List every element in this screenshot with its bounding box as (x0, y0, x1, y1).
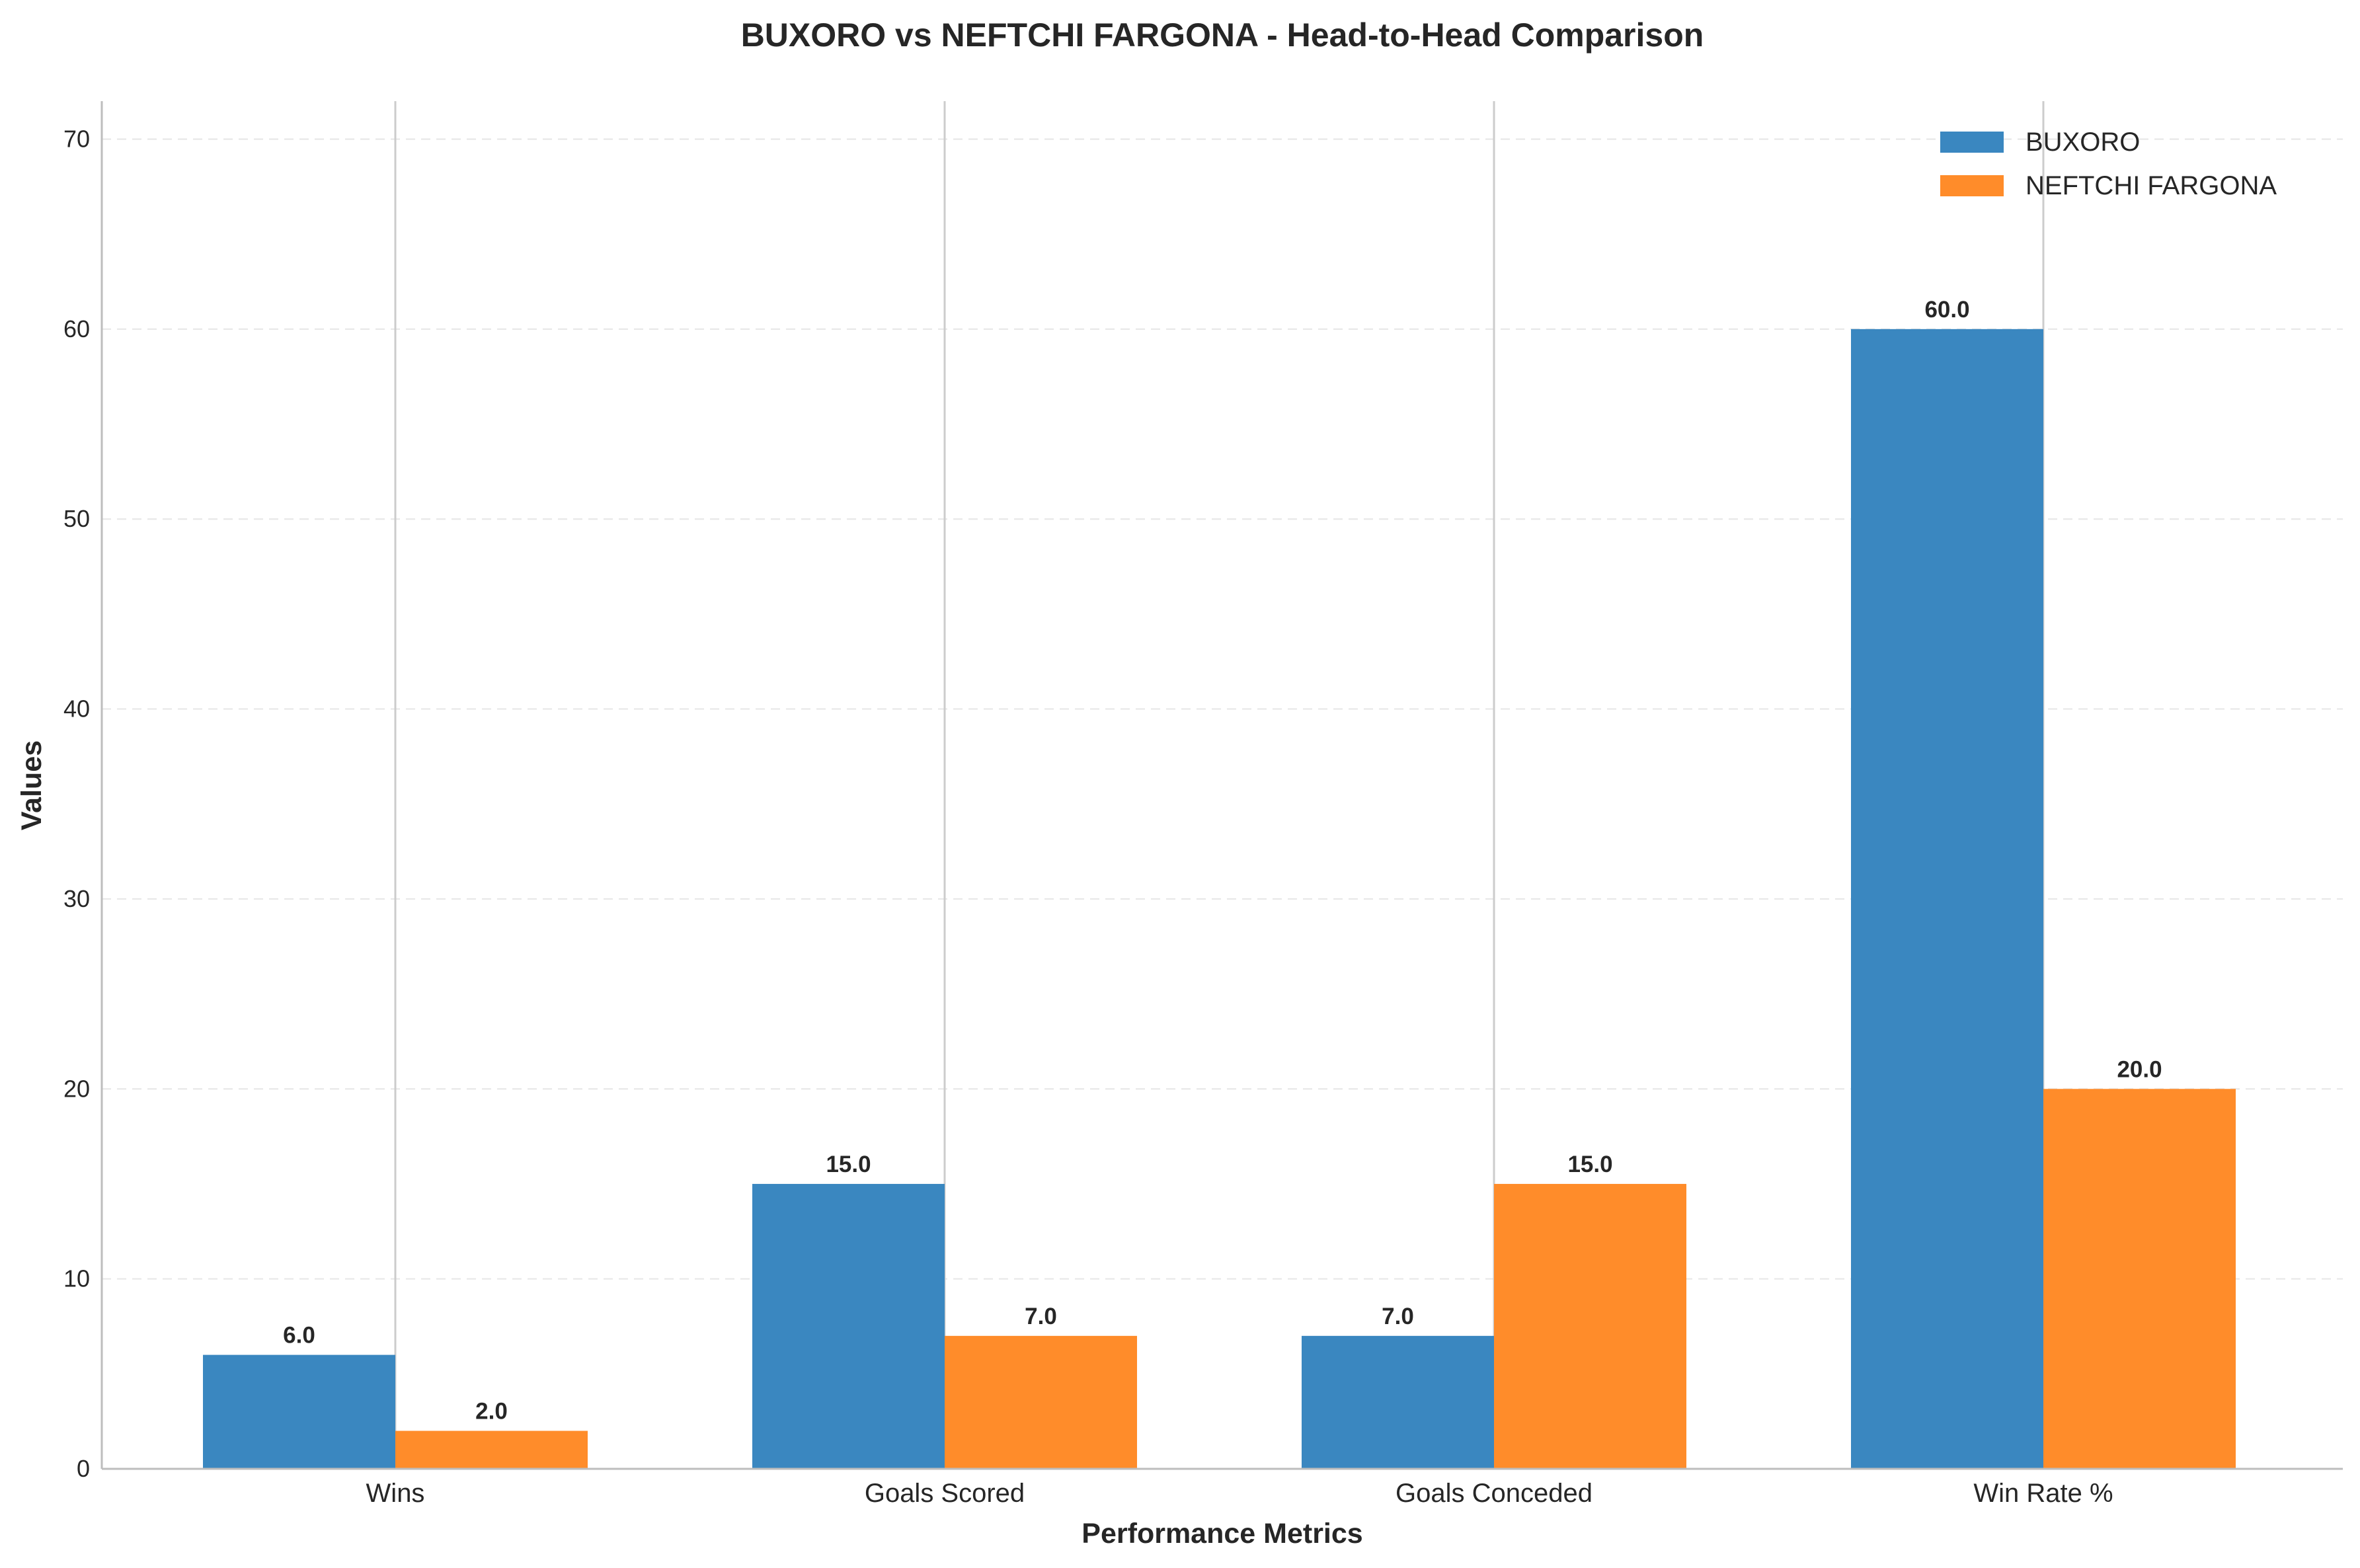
x-tick-label: Goals Conceded (1396, 1479, 1593, 1508)
bar-value-labels: 6.0 15.0 7.0 60.0 2.0 7.0 15.0 20.0 (283, 297, 2162, 1425)
y-tick-label: 10 (63, 1265, 90, 1292)
bar-neftchi-fargona-0 (395, 1431, 588, 1469)
x-tick-label: Win Rate % (1973, 1479, 2113, 1508)
bar-value-label: 15.0 (1567, 1152, 1612, 1177)
legend-swatch (1940, 175, 2004, 196)
bar-value-label: 60.0 (1924, 297, 1969, 323)
x-tick-label: Goals Scored (865, 1479, 1025, 1508)
bar-buxoro-1 (752, 1183, 945, 1469)
y-tick-label: 0 (77, 1455, 90, 1482)
bar-value-label: 7.0 (1382, 1304, 1414, 1329)
bar-neftchi-fargona-3 (2043, 1089, 2236, 1469)
bar-buxoro-3 (1851, 329, 2043, 1469)
x-tick-labels: Wins Goals Scored Goals Conceded Win Rate % (366, 1479, 2113, 1508)
bar-value-label: 7.0 (1025, 1304, 1057, 1329)
bar-value-label: 15.0 (826, 1152, 871, 1177)
gridlines (102, 138, 2343, 1280)
bar-neftchi-fargona-1 (945, 1335, 1137, 1469)
legend-label: NEFTCHI FARGONA (2026, 171, 2277, 200)
bar-value-label: 6.0 (283, 1323, 315, 1349)
y-tick-label: 30 (63, 885, 90, 912)
y-tick-labels: 0 10 20 30 40 50 60 70 (63, 125, 90, 1482)
x-axis-label: Performance Metrics (1082, 1518, 1362, 1549)
y-tick-label: 70 (63, 125, 90, 152)
chart-title: BUXORO vs NEFTCHI FARGONA - Head-to-Head… (741, 17, 1704, 54)
bar-buxoro-0 (203, 1354, 395, 1469)
legend-label: BUXORO (2026, 128, 2140, 157)
y-tick-label: 20 (63, 1075, 90, 1102)
bar-value-label: 20.0 (2117, 1056, 2162, 1082)
bar-value-label: 2.0 (475, 1399, 508, 1425)
y-tick-label: 40 (63, 695, 90, 723)
bar-buxoro-2 (1302, 1335, 1494, 1469)
bars (203, 329, 2236, 1469)
legend-swatch (1940, 132, 2004, 153)
y-tick-label: 60 (63, 315, 90, 342)
y-axis-label: Values (16, 740, 48, 830)
legend: BUXORO NEFTCHI FARGONA (1940, 128, 2277, 200)
bar-neftchi-fargona-2 (1494, 1183, 1686, 1469)
y-tick-label: 50 (63, 505, 90, 532)
x-tick-label: Wins (366, 1479, 425, 1508)
